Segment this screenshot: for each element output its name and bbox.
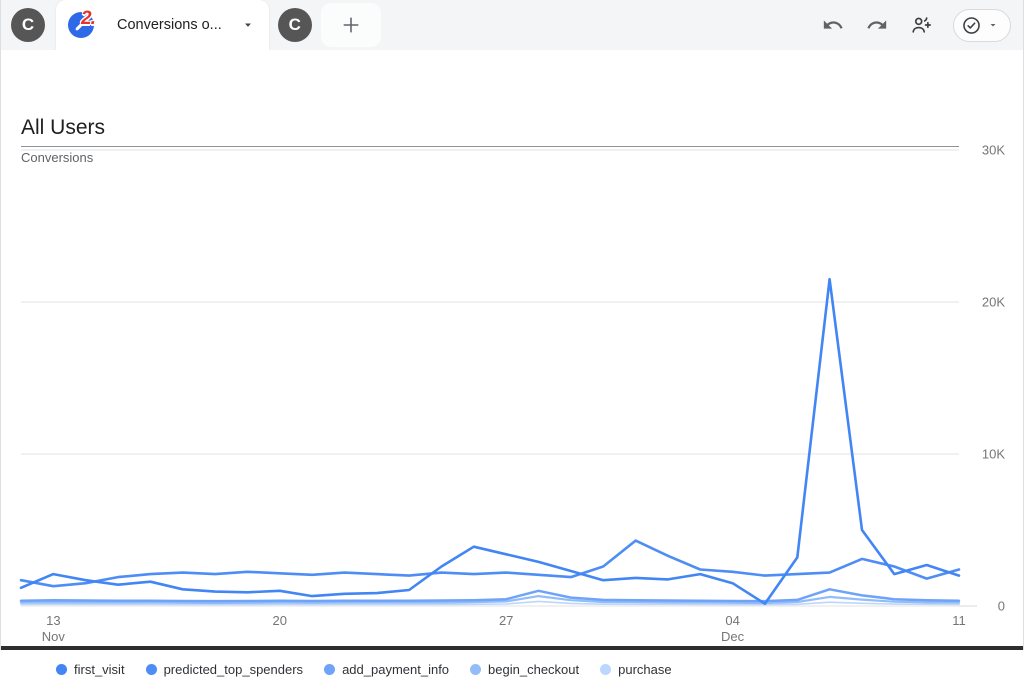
series-line-purchase[interactable] [20, 600, 960, 606]
new-tab-button[interactable] [320, 3, 381, 47]
legend-dot-icon [145, 663, 157, 675]
legend-item-begin_checkout: begin_checkout [470, 662, 579, 677]
legend-label: add_payment_info [342, 661, 450, 677]
legend-label: purchase [618, 661, 672, 677]
y-axis-tick-10K: 10K [982, 447, 1005, 462]
legend-item-add_payment_info: add_payment_info [324, 662, 449, 677]
legend-label: first_visit [74, 661, 125, 677]
share-person-add-icon[interactable] [909, 13, 933, 37]
tab-title: Conversions o... [117, 17, 222, 33]
y-axis-tick-0: 0 [998, 599, 1005, 614]
y-axis-tick-20K: 20K [982, 295, 1005, 310]
series-line-predicted_top_spenders[interactable] [19, 539, 961, 588]
chart-legend: first_visit predicted_top_spenders add_pay… [56, 660, 672, 678]
legend-dot-icon [56, 663, 67, 675]
series-line-first_visit[interactable] [19, 277, 961, 606]
tab-conversions[interactable]: 2. Conversions o... [56, 0, 269, 50]
x-axis-month-Dec: Dec [721, 629, 745, 644]
x-axis-tick-27: 27 [499, 613, 513, 628]
x-axis-tick-20: 20 [273, 613, 287, 628]
toolbar [821, 8, 1023, 42]
check-circle-icon [963, 16, 980, 34]
tab-favicon: 2. [68, 8, 108, 39]
x-axis-tick-04: 04 [725, 613, 739, 628]
chevron-down-icon[interactable] [231, 18, 255, 32]
x-axis-tick-13: 13 [46, 613, 60, 628]
bottom-edge-divider [1, 646, 1023, 650]
apply-status-button[interactable] [953, 8, 1011, 42]
redo-icon[interactable] [865, 13, 889, 37]
notification-badge: 2. [81, 8, 96, 29]
undo-icon[interactable] [821, 13, 845, 37]
edit-chart-icon [68, 12, 94, 38]
report-canvas: All Users Conversions 0 10K 20K 30K 13 Nov 20 2… [1, 50, 1024, 677]
account-avatar-2[interactable]: C [277, 8, 312, 42]
x-axis-month-Nov: Nov [42, 629, 66, 644]
legend-dot-icon [324, 663, 336, 675]
series-line-add_payment_info[interactable] [19, 588, 961, 603]
account-avatar-1[interactable]: C [11, 8, 45, 42]
segment-title: All Users [21, 116, 959, 147]
caret-down-icon [990, 24, 996, 27]
legend-label: begin_checkout [488, 661, 580, 677]
tab-bar: C 2. Conversions o... C [1, 0, 1023, 50]
metric-label: Conversions [21, 150, 94, 165]
legend-item-predicted_top_spenders: predicted_top_spenders [145, 661, 304, 677]
x-axis-tick-11: 11 [952, 613, 966, 628]
y-axis-tick-30K: 30K [982, 143, 1005, 158]
legend-item-purchase: purchase [600, 661, 672, 677]
legend-dot-icon [600, 663, 612, 675]
legend-item-first_visit: first_visit [56, 662, 125, 677]
legend-label: predicted_top_spenders [163, 661, 304, 677]
series-line-begin_checkout[interactable] [19, 594, 961, 605]
legend-dot-icon [470, 663, 482, 675]
